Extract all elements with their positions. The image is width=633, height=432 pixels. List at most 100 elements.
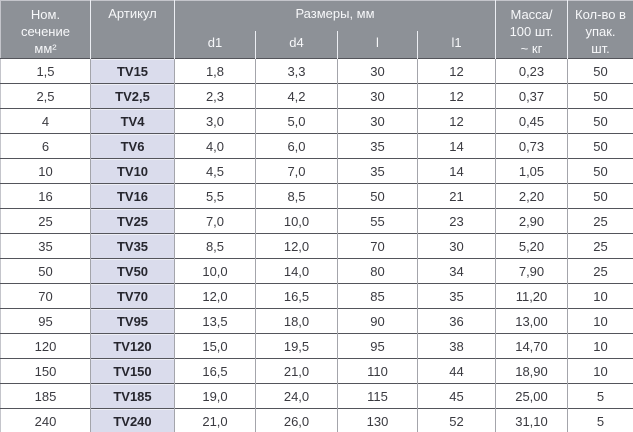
- header-nominal-section: Ном. сечение мм²: [0, 0, 91, 59]
- cell-l: 30: [337, 83, 418, 109]
- cell-l: 80: [337, 258, 418, 284]
- cell-qty: 10: [567, 308, 633, 334]
- cell-mass: 18,90: [495, 358, 568, 384]
- table-row: 185 TV185 19,0 24,0 115 45 25,00 5: [0, 383, 633, 409]
- cell-d4: 7,0: [255, 158, 338, 184]
- cell-d1: 12,0: [174, 283, 256, 309]
- cell-d4: 18,0: [255, 308, 338, 334]
- cell-d1: 7,0: [174, 208, 256, 234]
- cell-mass: 5,20: [495, 233, 568, 259]
- cell-article: TV95: [90, 308, 175, 334]
- cell-l1: 12: [417, 58, 496, 84]
- table-row: 6 TV6 4,0 6,0 35 14 0,73 50: [0, 133, 633, 159]
- cell-l1: 35: [417, 283, 496, 309]
- cell-section: 70: [0, 283, 91, 309]
- cell-l1: 34: [417, 258, 496, 284]
- cell-l1: 44: [417, 358, 496, 384]
- header-mass-line2: 100 шт.: [509, 24, 554, 39]
- cell-d1: 10,0: [174, 258, 256, 284]
- cell-section: 10: [0, 158, 91, 184]
- cell-article: TV35: [90, 233, 175, 259]
- cell-d4: 24,0: [255, 383, 338, 409]
- table-row: 16 TV16 5,5 8,5 50 21 2,20 50: [0, 183, 633, 209]
- cell-d4: 12,0: [255, 233, 338, 259]
- cell-article: TV2,5: [90, 83, 175, 109]
- table-header: Ном. сечение мм² Артикул Размеры, мм Мас…: [0, 0, 633, 59]
- header-d1: d1: [174, 30, 256, 59]
- cell-l: 95: [337, 333, 418, 359]
- cell-l: 70: [337, 233, 418, 259]
- cell-d4: 6,0: [255, 133, 338, 159]
- header-d4: d4: [255, 30, 338, 59]
- cell-qty: 50: [567, 183, 633, 209]
- cell-section: 185: [0, 383, 91, 409]
- cell-l: 35: [337, 133, 418, 159]
- cell-mass: 0,37: [495, 83, 568, 109]
- cell-section: 35: [0, 233, 91, 259]
- cell-qty: 10: [567, 358, 633, 384]
- cell-article: TV4: [90, 108, 175, 134]
- cell-article: TV25: [90, 208, 175, 234]
- header-qty-line1: Кол-во в: [575, 7, 626, 22]
- cell-mass: 13,00: [495, 308, 568, 334]
- cell-mass: 0,23: [495, 58, 568, 84]
- cell-mass: 1,05: [495, 158, 568, 184]
- cell-d4: 3,3: [255, 58, 338, 84]
- cell-l1: 12: [417, 108, 496, 134]
- cell-mass: 11,20: [495, 283, 568, 309]
- table-row: 25 TV25 7,0 10,0 55 23 2,90 25: [0, 208, 633, 234]
- header-nominal-section-line2: сечение: [21, 24, 70, 39]
- cell-d1: 4,0: [174, 133, 256, 159]
- cell-qty: 5: [567, 408, 633, 432]
- cell-l: 50: [337, 183, 418, 209]
- cell-section: 1,5: [0, 58, 91, 84]
- header-row-main: Ном. сечение мм² Артикул Размеры, мм Мас…: [0, 0, 633, 59]
- table-row: 35 TV35 8,5 12,0 70 30 5,20 25: [0, 233, 633, 259]
- cell-section: 6: [0, 133, 91, 159]
- header-l1: l1: [417, 30, 496, 59]
- header-dimensions-group: Размеры, мм: [174, 0, 496, 31]
- cell-article: TV15: [90, 58, 175, 84]
- cell-mass: 2,20: [495, 183, 568, 209]
- cell-article: TV150: [90, 358, 175, 384]
- cell-l1: 14: [417, 158, 496, 184]
- cell-l: 30: [337, 58, 418, 84]
- cell-section: 240: [0, 408, 91, 432]
- cell-d1: 4,5: [174, 158, 256, 184]
- cell-d1: 2,3: [174, 83, 256, 109]
- cell-mass: 0,45: [495, 108, 568, 134]
- header-mass-line1: Масса/: [510, 7, 553, 22]
- cell-d1: 16,5: [174, 358, 256, 384]
- cell-l1: 30: [417, 233, 496, 259]
- table-row: 70 TV70 12,0 16,5 85 35 11,20 10: [0, 283, 633, 309]
- cell-section: 16: [0, 183, 91, 209]
- cell-l: 55: [337, 208, 418, 234]
- table-row: 240 TV240 21,0 26,0 130 52 31,10 5: [0, 408, 633, 432]
- cell-d1: 5,5: [174, 183, 256, 209]
- header-nominal-section-line3: мм²: [34, 41, 57, 56]
- cell-section: 120: [0, 333, 91, 359]
- cell-l: 130: [337, 408, 418, 432]
- cell-d1: 21,0: [174, 408, 256, 432]
- cell-l1: 12: [417, 83, 496, 109]
- cell-mass: 31,10: [495, 408, 568, 432]
- cell-mass: 2,90: [495, 208, 568, 234]
- cell-section: 150: [0, 358, 91, 384]
- cell-qty: 50: [567, 58, 633, 84]
- cell-d4: 21,0: [255, 358, 338, 384]
- cell-d4: 8,5: [255, 183, 338, 209]
- table-row: 95 TV95 13,5 18,0 90 36 13,00 10: [0, 308, 633, 334]
- cell-mass: 7,90: [495, 258, 568, 284]
- cell-d1: 8,5: [174, 233, 256, 259]
- cell-d1: 1,8: [174, 58, 256, 84]
- cell-article: TV185: [90, 383, 175, 409]
- cell-d4: 4,2: [255, 83, 338, 109]
- cell-qty: 5: [567, 383, 633, 409]
- cell-d4: 10,0: [255, 208, 338, 234]
- cell-qty: 25: [567, 208, 633, 234]
- cell-l1: 23: [417, 208, 496, 234]
- cell-l: 85: [337, 283, 418, 309]
- cell-qty: 50: [567, 108, 633, 134]
